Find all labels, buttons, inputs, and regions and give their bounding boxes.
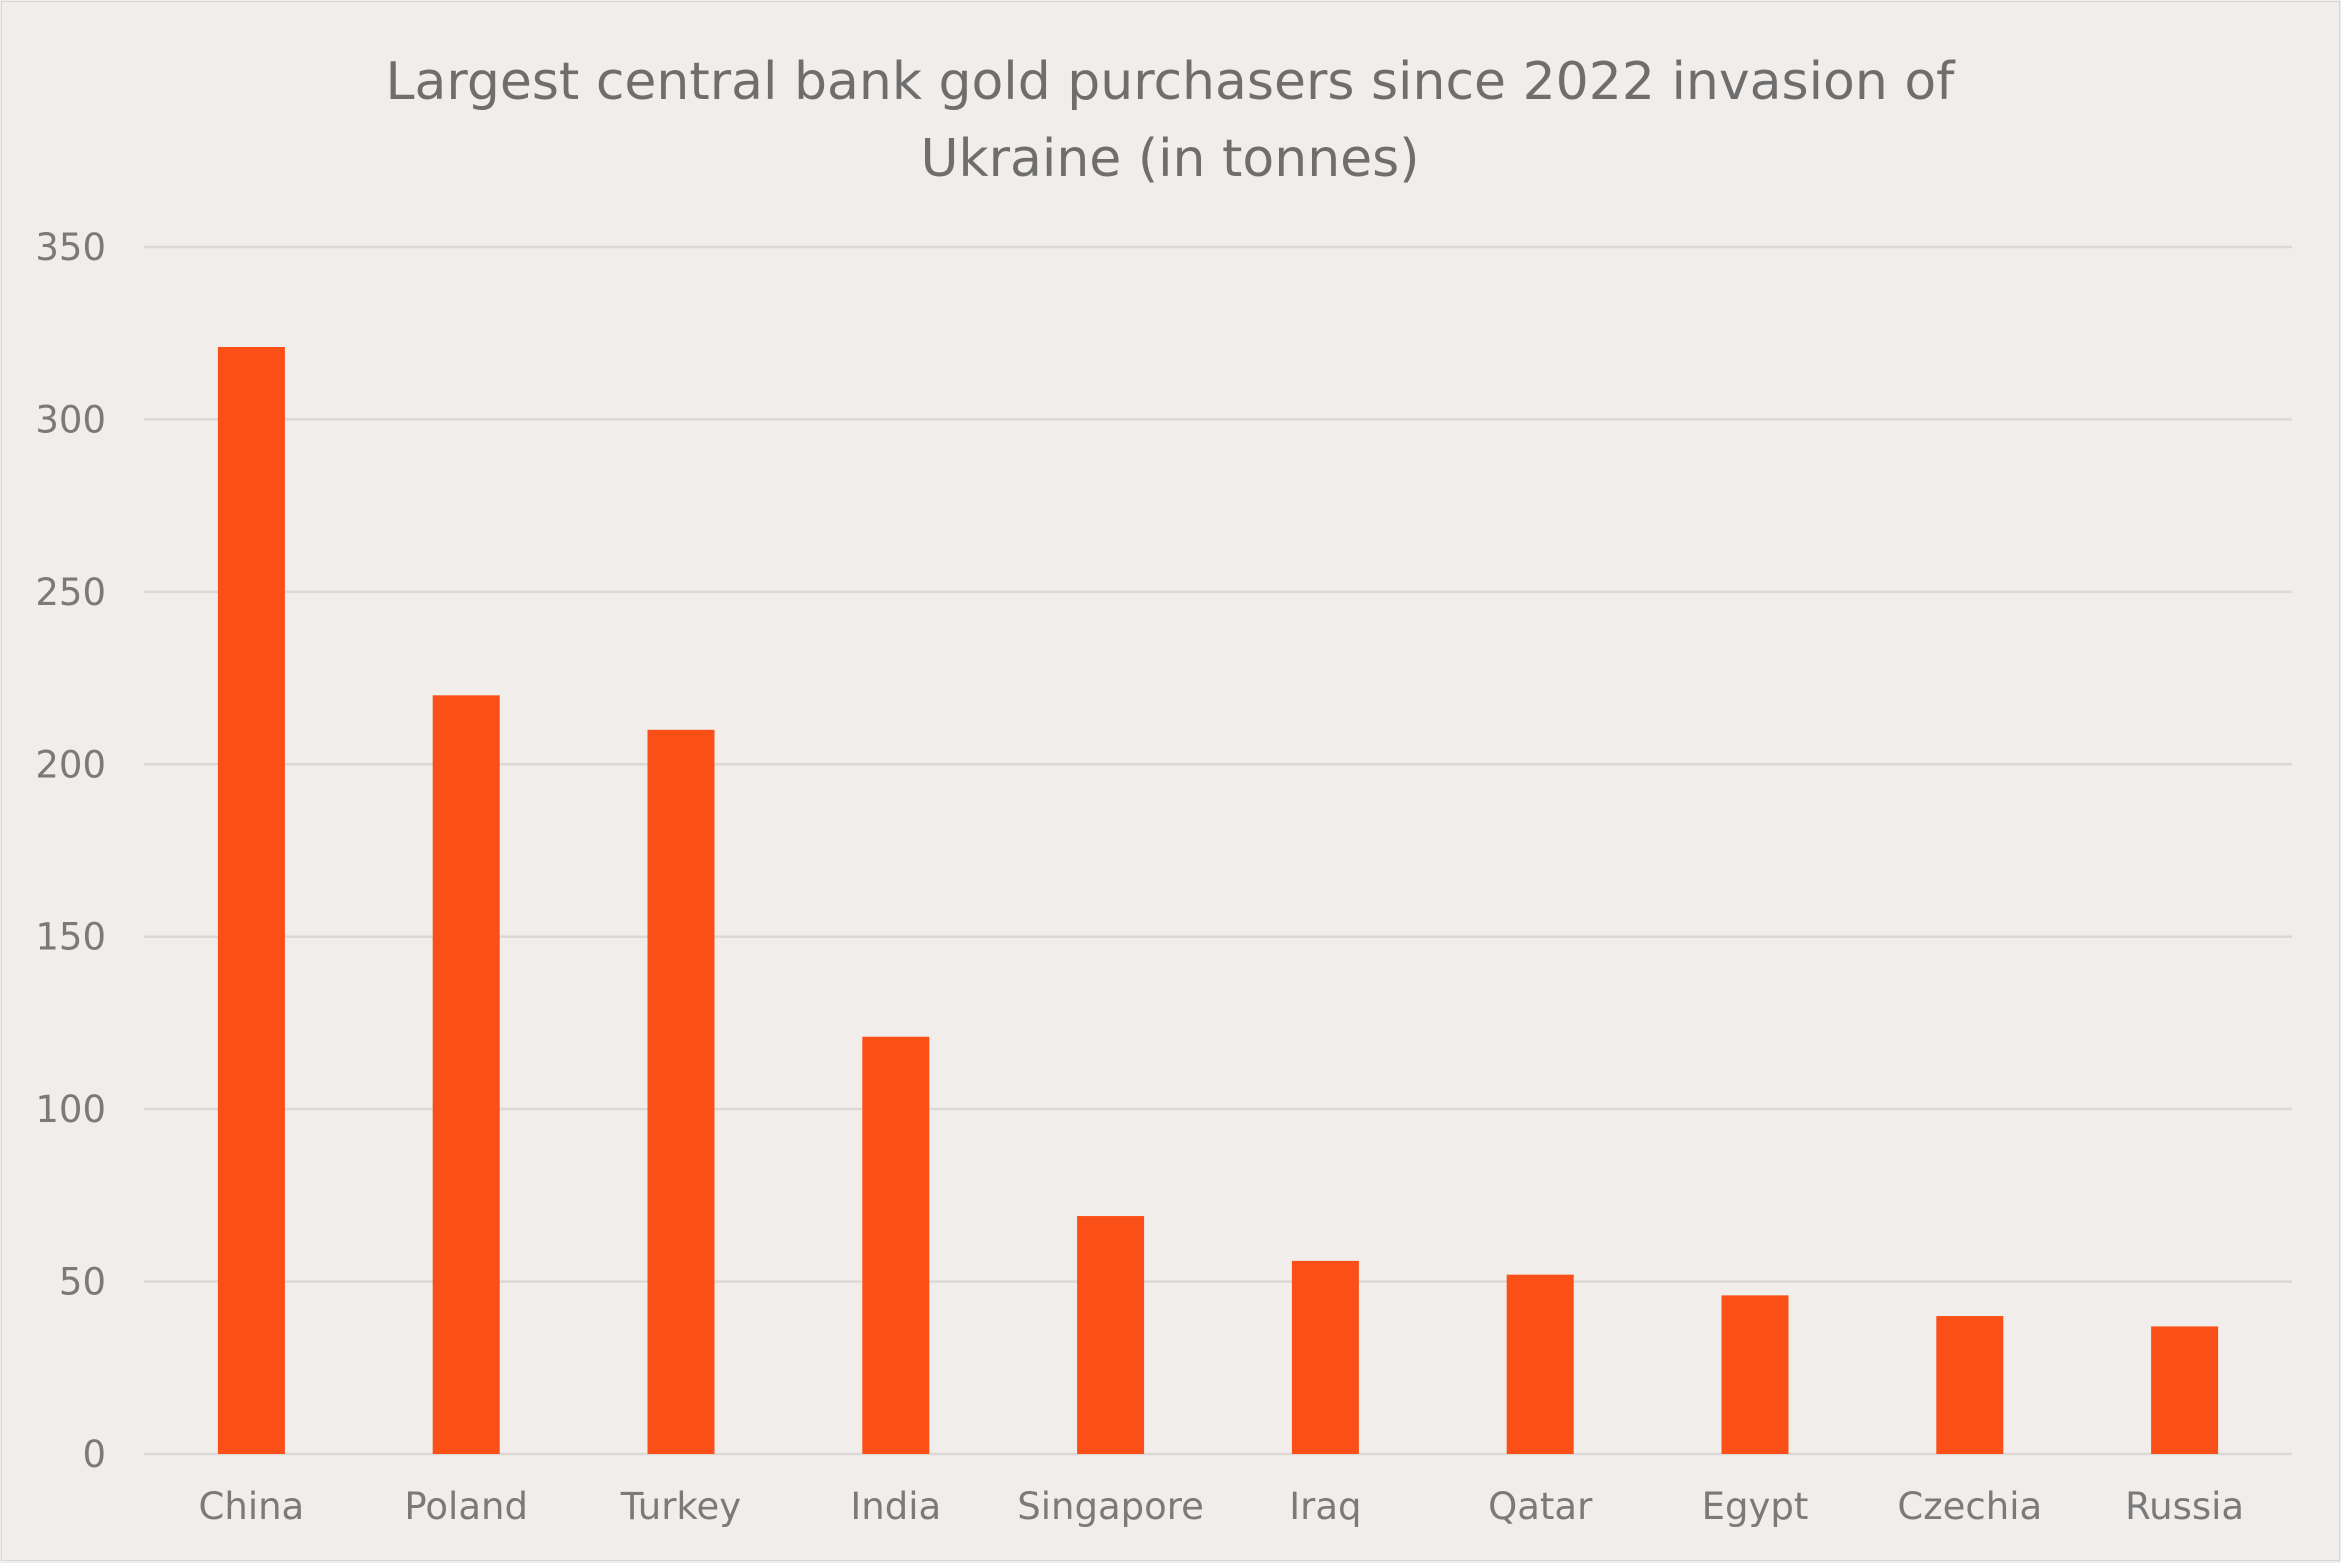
y-tick-label: 200 <box>35 743 106 786</box>
gridlines <box>144 245 2292 1456</box>
x-tick-label-india: India <box>850 1485 941 1528</box>
y-tick-label: 350 <box>35 226 106 269</box>
x-tick-label-singapore: Singapore <box>1017 1485 1204 1528</box>
x-tick-label-turkey: Turkey <box>620 1485 741 1528</box>
bar-china <box>217 347 285 1455</box>
x-tick-label-china: China <box>199 1485 305 1528</box>
y-tick-label: 300 <box>35 398 106 441</box>
x-tick-label-poland: Poland <box>404 1485 528 1528</box>
bar-czechia <box>1936 1316 2004 1454</box>
y-tick-label: 0 <box>82 1433 106 1476</box>
bar-india <box>862 1036 930 1454</box>
x-tick-label-russia: Russia <box>2125 1485 2244 1528</box>
bar-russia <box>2151 1326 2219 1454</box>
chart-title-line-2: Ukraine (in tonnes) <box>920 129 1419 189</box>
y-tick-label: 250 <box>35 571 106 614</box>
bar-singapore <box>1077 1216 1145 1454</box>
x-tick-label-qatar: Qatar <box>1488 1485 1593 1528</box>
y-tick-label: 100 <box>35 1088 106 1131</box>
bars <box>217 347 2219 1455</box>
chart-title-line-1: Largest central bank gold purchasers sin… <box>386 52 1957 112</box>
x-axis-tick-labels: China Poland Turkey India Singapore Iraq Qatar… <box>199 1485 2245 1528</box>
bar-egypt <box>1721 1295 1789 1454</box>
bar-iraq <box>1291 1260 1359 1454</box>
y-tick-label: 50 <box>59 1261 106 1304</box>
y-tick-label: 150 <box>35 916 106 959</box>
bar-turkey <box>647 729 715 1454</box>
chart-title: Largest central bank gold purchasers sin… <box>386 52 1957 189</box>
x-tick-label-iraq: Iraq <box>1289 1485 1361 1528</box>
y-axis-tick-labels: 0 50 100 150 200 250 300 350 <box>35 226 106 1476</box>
bar-poland <box>432 695 500 1454</box>
x-tick-label-czechia: Czechia <box>1897 1485 2042 1528</box>
x-tick-label-egypt: Egypt <box>1702 1485 1809 1528</box>
bar-qatar <box>1506 1274 1574 1454</box>
